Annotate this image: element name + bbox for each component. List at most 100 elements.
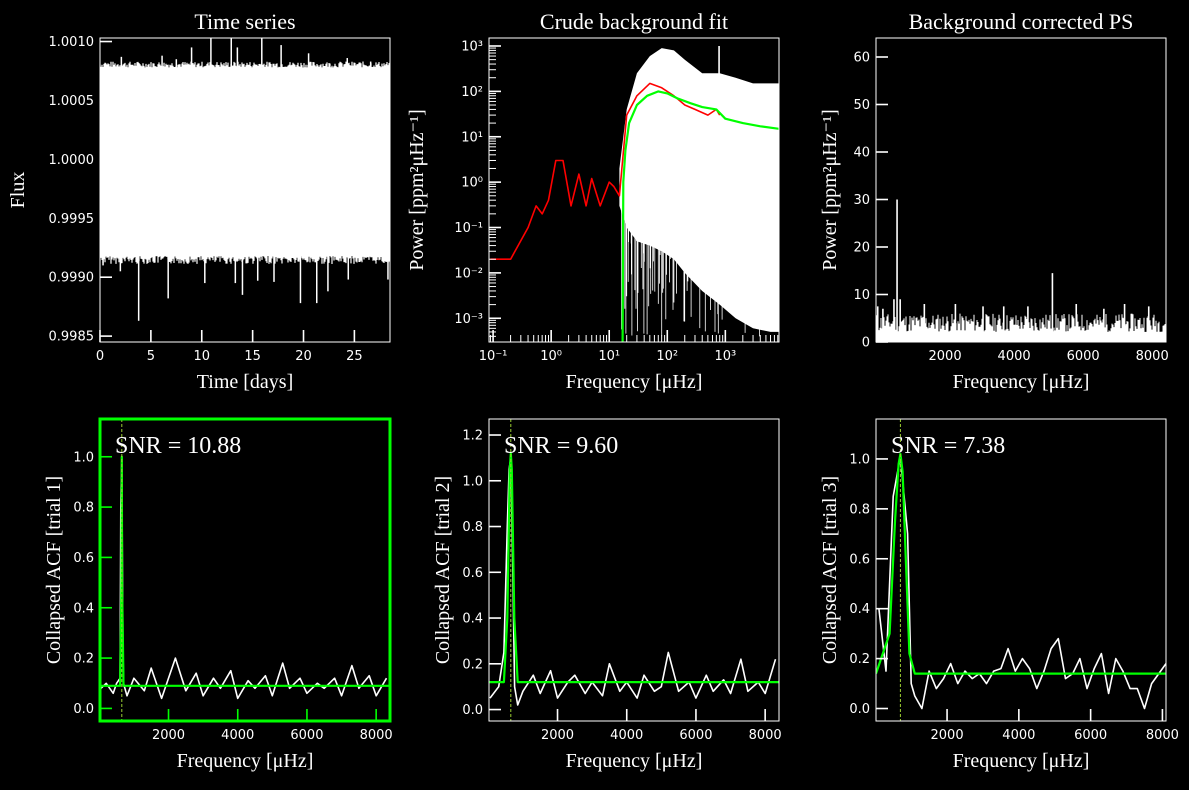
- y-axis-label: Flux: [7, 172, 29, 209]
- x-tick-label: 4000: [1002, 728, 1035, 743]
- axes-frame: [488, 37, 780, 343]
- x-tick-label: 15: [244, 349, 261, 364]
- chart-acf-trial-1: 2000 4000 6000 8000 0.0 0.2 0.4 0.6 0.8 1.0 Freque…: [43, 417, 393, 772]
- y-axis-label: Collapsed ACF [trial 3]: [819, 476, 841, 664]
- y-tick-label: 0.0: [849, 702, 870, 717]
- y-tick-label: 0.6: [73, 551, 94, 566]
- x-tick-label: 4000: [221, 728, 254, 743]
- axes-frame: [488, 418, 780, 722]
- series-fit: [100, 455, 390, 687]
- snr-annotation: SNR = 10.88: [115, 433, 241, 459]
- y-tick-label: 10⁰: [461, 176, 483, 191]
- y-tick-label: 0.2: [462, 657, 483, 672]
- y-tick-label: 0.6: [462, 566, 483, 581]
- plot-area: [876, 199, 1166, 342]
- x-tick-label: 10⁰: [540, 349, 562, 364]
- y-tick-label: 40: [853, 146, 870, 161]
- x-tick-label: 10²: [656, 349, 678, 364]
- chart-acf-trial-2: 2000 4000 6000 8000 0.0 0.2 0.4 0.6 0.8 1.0 1.2 Fre…: [432, 418, 782, 772]
- plot-area: [489, 419, 779, 721]
- y-tick-label: 1.0: [849, 452, 870, 467]
- x-tick-label: 6000: [290, 728, 323, 743]
- x-tick-label: 8000: [360, 728, 393, 743]
- y-tick-label: 10⁻²: [454, 266, 483, 281]
- y-tick-label: 0.0: [462, 703, 483, 718]
- y-axis-label: Power [ppm²μHz⁻¹]: [406, 109, 428, 271]
- x-axis-label: Frequency [μHz]: [177, 750, 314, 772]
- y-tick-label: 0.4: [73, 601, 94, 616]
- y-tick-label: 10¹: [461, 130, 483, 145]
- ps-noise: [876, 313, 1166, 342]
- power-streaks: [621, 182, 778, 337]
- y-tick-label: 0.4: [462, 612, 483, 627]
- y-tick-label: 1.0010: [49, 35, 95, 50]
- x-axis-label: Time [days]: [197, 371, 293, 393]
- selected-frame: [98, 417, 392, 723]
- series-collapsed-ACF: [100, 455, 388, 700]
- x-tick-label: 20: [295, 349, 312, 364]
- y-tick-label: 0.2: [849, 652, 870, 667]
- y-tick-label: 0.2: [73, 652, 94, 667]
- snr-annotation: SNR = 7.38: [891, 433, 1005, 459]
- y-axis-label: Collapsed ACF [trial 2]: [432, 476, 454, 664]
- y-axis-label: Collapsed ACF [trial 1]: [43, 476, 65, 664]
- series-collapsed-ACF: [489, 457, 777, 706]
- x-tick-label: 2000: [929, 349, 962, 364]
- x-tick-label: 10⁻¹: [479, 349, 508, 364]
- series-collapsed-ACF: [878, 455, 1166, 710]
- snr-annotation: SNR = 9.60: [504, 433, 618, 459]
- power-envelope: [619, 48, 779, 332]
- y-tick-label: 10: [853, 288, 870, 303]
- plot-area: [100, 38, 390, 321]
- y-tick-label: 0.4: [849, 602, 870, 617]
- plot-area: [876, 419, 1166, 721]
- axes-frame: [875, 37, 1167, 343]
- x-tick-label: 6000: [1074, 728, 1107, 743]
- x-tick-label: 2000: [541, 728, 574, 743]
- y-tick-label: 1.0005: [49, 94, 95, 109]
- y-tick-label: 50: [853, 98, 870, 113]
- flux-band: [100, 61, 390, 264]
- series-background-model: [621, 90, 779, 342]
- x-tick-label: 10³: [714, 349, 736, 364]
- y-tick-label: 0.9995: [49, 212, 95, 227]
- x-tick-label: 8000: [749, 728, 782, 743]
- y-tick-label: 20: [853, 241, 870, 256]
- axes-frame: [875, 418, 1167, 722]
- y-tick-label: 0.9985: [49, 330, 95, 345]
- y-tick-label: 0.9990: [49, 271, 95, 286]
- series-fit: [489, 452, 779, 684]
- x-axis-label: Frequency [μHz]: [566, 371, 703, 393]
- y-tick-label: 60: [853, 51, 870, 66]
- chart-time-series: 0 5 10 15 20 25 0.9985 0.9990 0.9995 1.0000 1.0005…: [7, 9, 391, 393]
- y-tick-label: 0.0: [73, 702, 94, 717]
- x-tick-label: 4000: [998, 349, 1031, 364]
- y-tick-label: 0: [862, 336, 870, 351]
- x-tick-label: 8000: [1146, 728, 1179, 743]
- x-tick-label: 25: [346, 349, 363, 364]
- y-tick-label: 0.6: [849, 552, 870, 567]
- plot-area: [490, 45, 779, 342]
- x-tick-label: 2000: [152, 728, 185, 743]
- series-binned-spectrum: [490, 82, 721, 260]
- y-axis-label: Power [ppm²μHz⁻¹]: [819, 109, 841, 271]
- y-tick-label: 10⁻¹: [454, 221, 483, 236]
- x-tick-label: 10: [193, 349, 210, 364]
- chart-title: Crude background fit: [540, 9, 728, 34]
- x-tick-label: 4000: [610, 728, 643, 743]
- x-tick-label: 5: [147, 349, 155, 364]
- x-tick-label: 2000: [931, 728, 964, 743]
- chart-background-fit: 10⁻¹ 10⁰ 10¹ 10² 10³ 10⁻³ 10⁻² 10⁻¹ 10⁰ 10¹ 10² 10³…: [406, 9, 780, 393]
- x-tick-label: 6000: [1067, 349, 1100, 364]
- y-tick-label: 10²: [461, 85, 483, 100]
- y-tick-label: 0.8: [849, 502, 870, 517]
- y-tick-label: 0.8: [73, 501, 94, 516]
- x-tick-label: 8000: [1136, 349, 1169, 364]
- y-tick-label: 10⁻³: [454, 312, 483, 327]
- y-tick-label: 1.2: [462, 429, 483, 444]
- x-axis-label: Frequency [μHz]: [953, 750, 1090, 772]
- chart-background-corrected: 2000 4000 6000 8000 0 10 20 30 40 50 60 Background …: [819, 9, 1169, 393]
- series-fit: [876, 452, 1166, 675]
- chart-title: Time series: [194, 9, 295, 34]
